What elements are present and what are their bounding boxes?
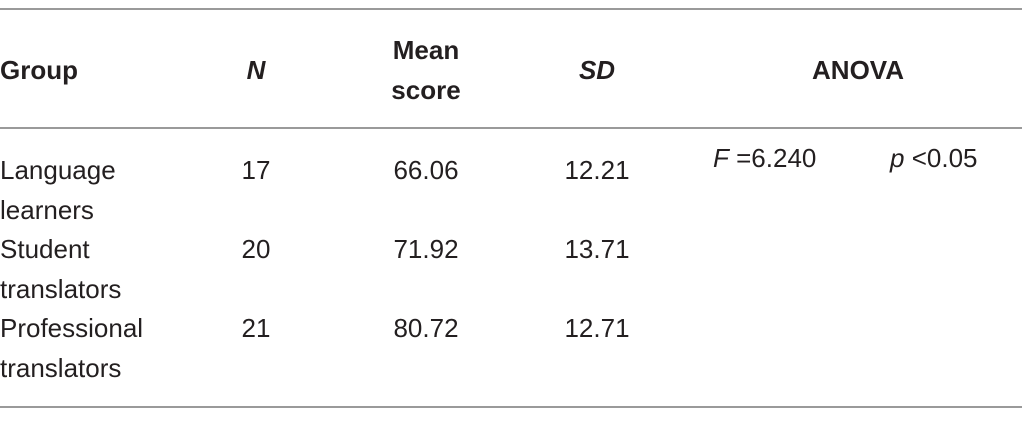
anova-p: p <0.05 xyxy=(890,138,978,178)
value: =6.240 xyxy=(736,143,817,173)
header-rule xyxy=(0,127,1022,129)
header-text: score xyxy=(391,75,461,105)
n-cell: 20 xyxy=(241,234,271,264)
symbol: F xyxy=(713,143,729,173)
symbol: p xyxy=(890,143,905,173)
header-cell: Mean score xyxy=(391,30,460,110)
mean-cell: 80.72 xyxy=(393,313,459,343)
group-cell: translators xyxy=(0,353,122,383)
group-cell: Student xyxy=(0,234,90,264)
header-cell: ANOVA xyxy=(812,55,904,85)
sd-cell: 13.71 xyxy=(564,234,630,264)
group-cell: learners xyxy=(0,195,94,225)
group-cell: translators xyxy=(0,274,122,304)
n-cell: 21 xyxy=(241,313,271,343)
header-text: SD xyxy=(578,55,616,85)
mean-cell: 71.92 xyxy=(393,234,459,264)
header-cell: N xyxy=(247,50,266,90)
header-text: Mean xyxy=(392,35,460,65)
n-cell: 17 xyxy=(241,155,271,185)
group-cell: Professional xyxy=(0,313,144,343)
sd-cell: 12.21 xyxy=(564,155,630,185)
header-cell: Group xyxy=(0,55,78,85)
value: <0.05 xyxy=(911,143,978,173)
group-cell: Language xyxy=(0,155,116,185)
header-cell: SD xyxy=(579,50,615,90)
sd-cell: 12.71 xyxy=(564,313,630,343)
bottom-rule xyxy=(0,406,1022,408)
mean-cell: 66.06 xyxy=(393,155,459,185)
header-text: N xyxy=(246,55,266,85)
top-rule xyxy=(0,8,1022,10)
anova-f: F =6.240 xyxy=(713,138,816,178)
